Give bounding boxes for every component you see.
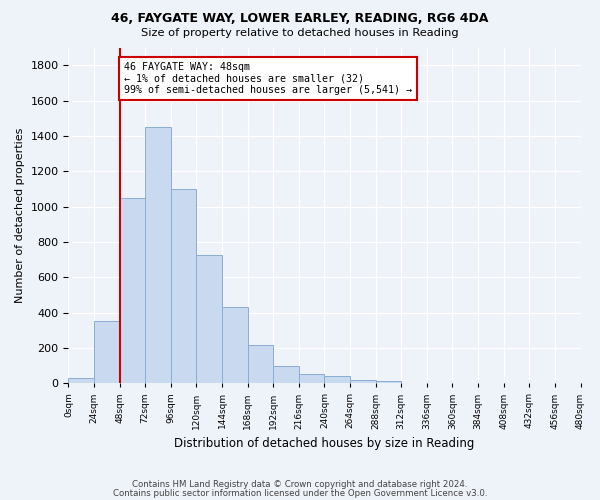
Bar — [68, 378, 94, 384]
Bar — [376, 380, 401, 384]
Y-axis label: Number of detached properties: Number of detached properties — [15, 128, 25, 303]
Text: Contains public sector information licensed under the Open Government Licence v3: Contains public sector information licen… — [113, 489, 487, 498]
Bar — [248, 346, 273, 384]
Bar — [94, 322, 119, 384]
Bar — [119, 198, 145, 384]
Bar — [273, 366, 299, 384]
Text: Contains HM Land Registry data © Crown copyright and database right 2024.: Contains HM Land Registry data © Crown c… — [132, 480, 468, 489]
Bar — [325, 376, 350, 384]
Bar — [350, 380, 376, 384]
Bar — [196, 255, 222, 384]
Text: Size of property relative to detached houses in Reading: Size of property relative to detached ho… — [141, 28, 459, 38]
X-axis label: Distribution of detached houses by size in Reading: Distribution of detached houses by size … — [174, 437, 475, 450]
Bar — [222, 308, 248, 384]
Text: 46, FAYGATE WAY, LOWER EARLEY, READING, RG6 4DA: 46, FAYGATE WAY, LOWER EARLEY, READING, … — [112, 12, 488, 26]
Bar — [299, 374, 325, 384]
Text: 46 FAYGATE WAY: 48sqm
← 1% of detached houses are smaller (32)
99% of semi-detac: 46 FAYGATE WAY: 48sqm ← 1% of detached h… — [124, 62, 412, 95]
Bar — [171, 189, 196, 384]
Bar — [145, 127, 171, 384]
